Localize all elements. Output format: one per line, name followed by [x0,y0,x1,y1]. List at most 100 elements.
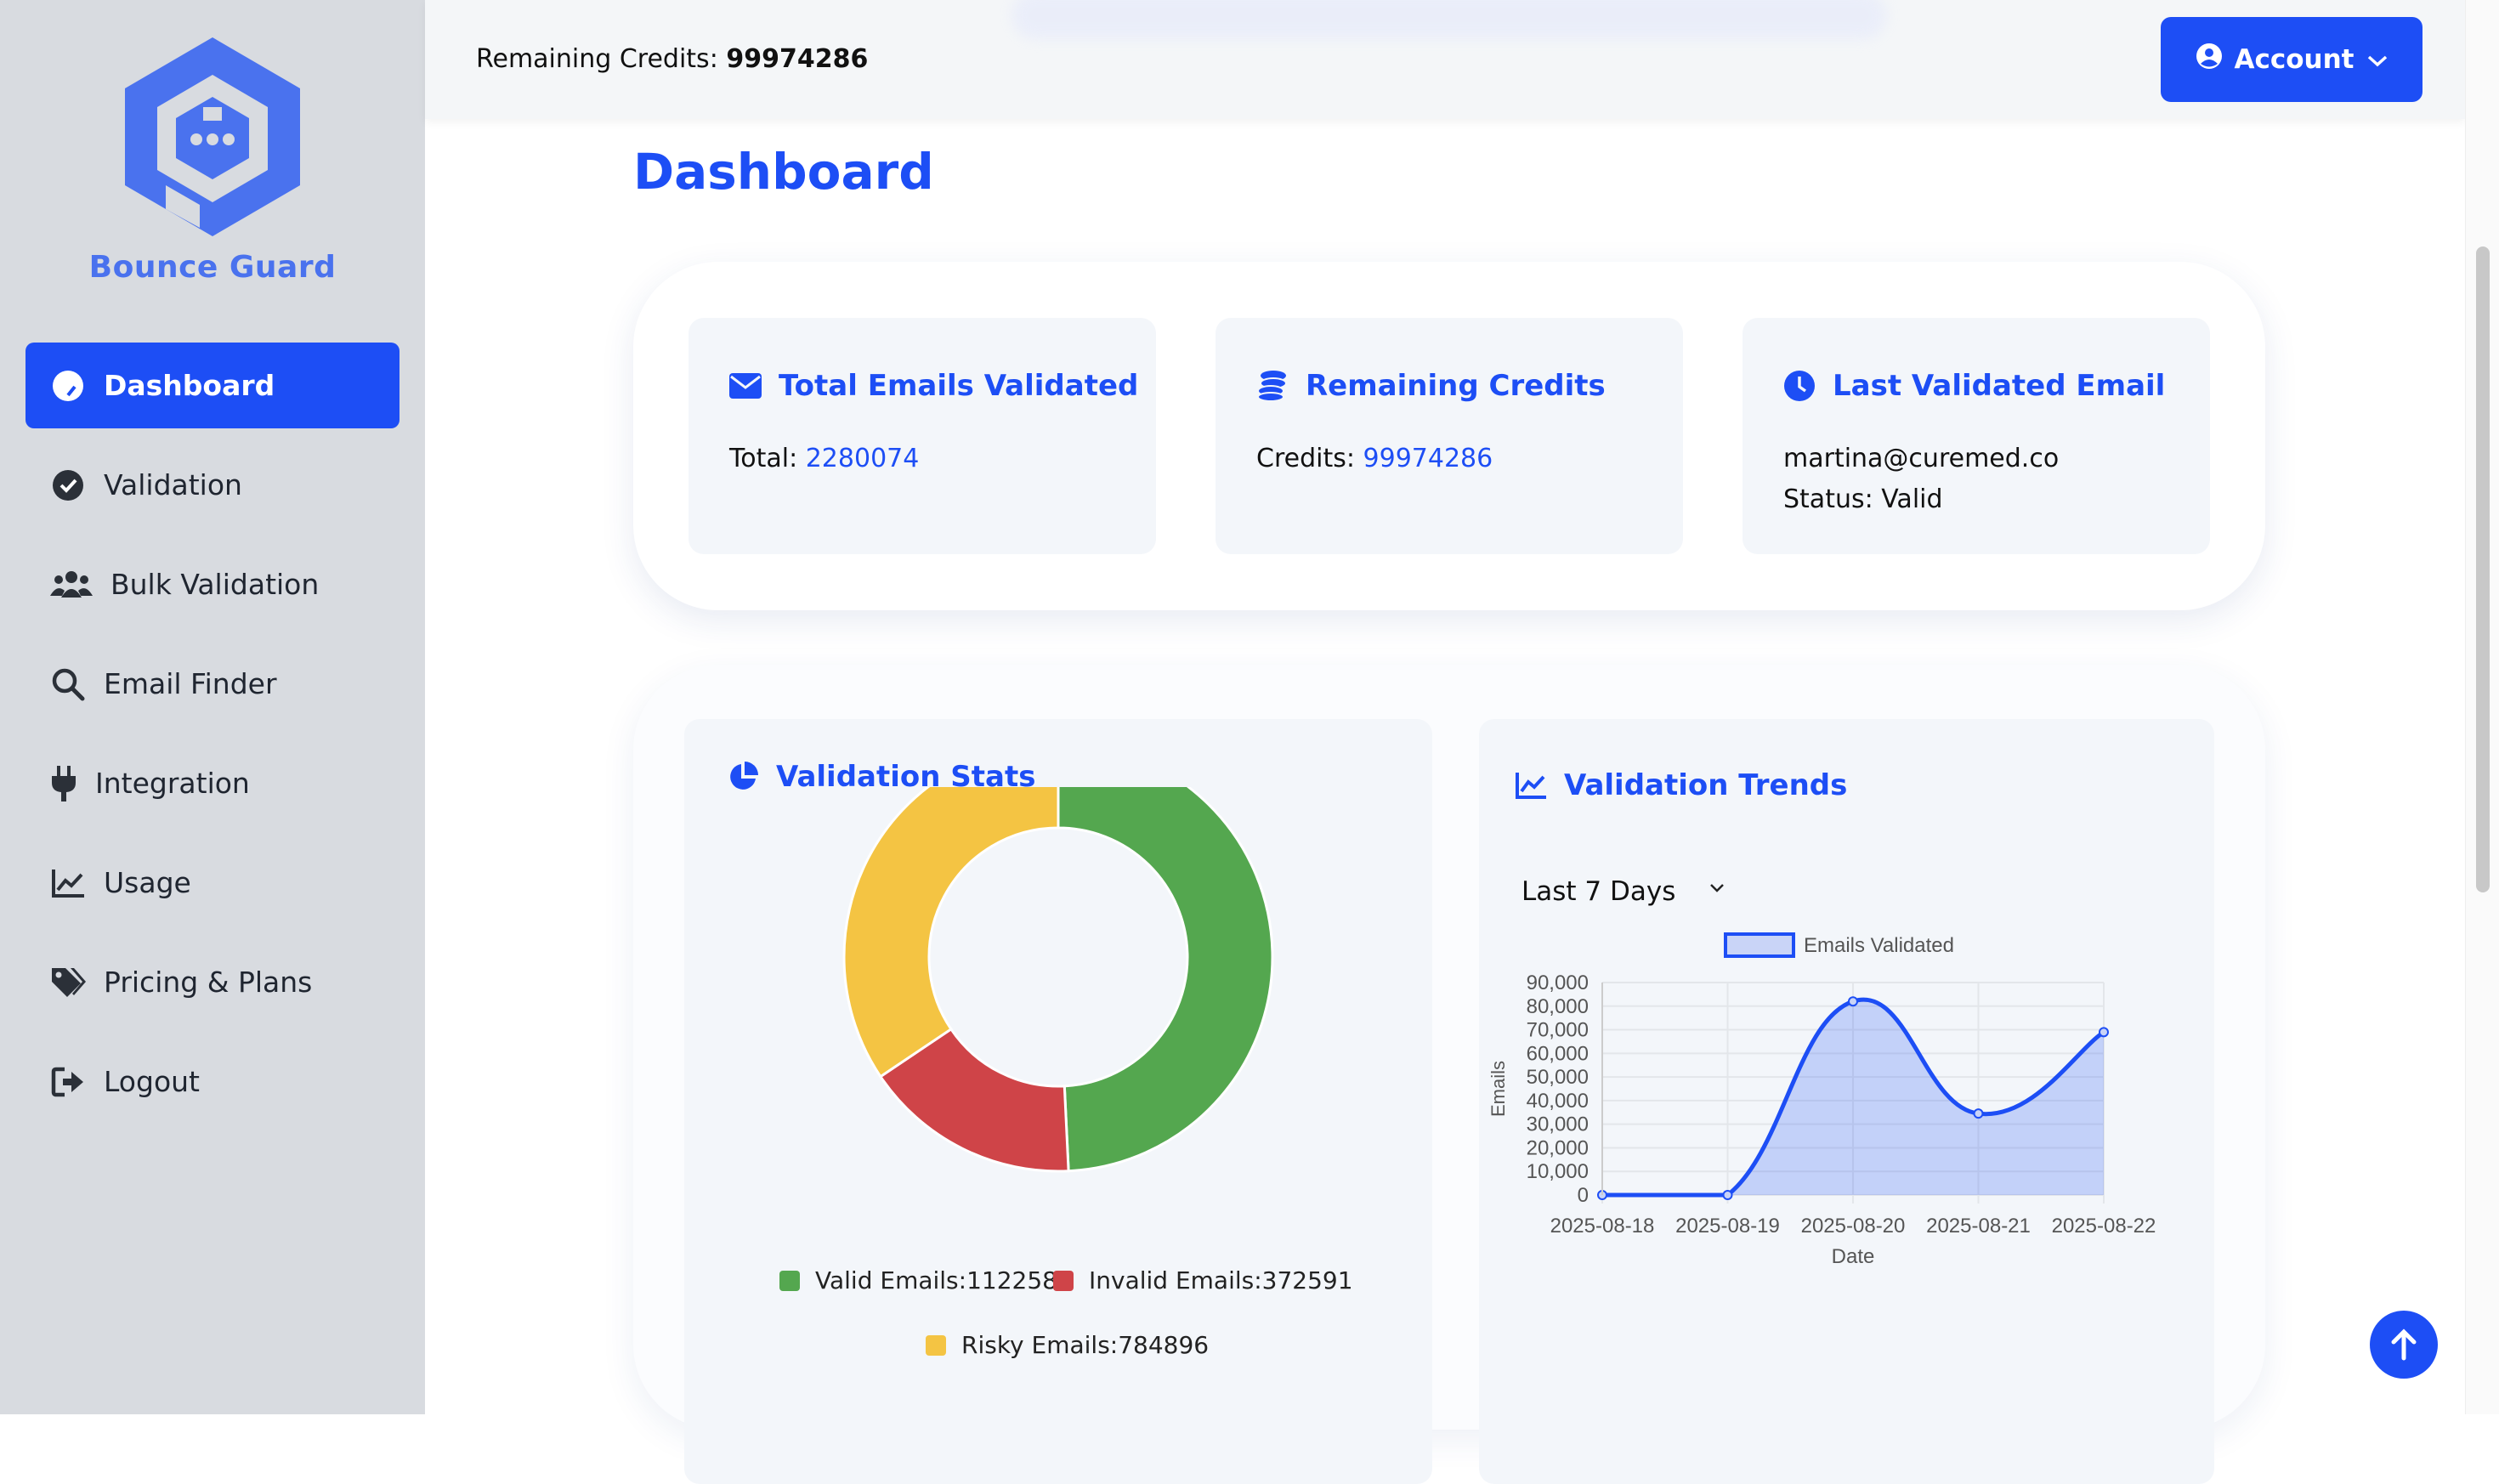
sidebar-item-usage[interactable]: Usage [26,840,400,926]
palette-icon [49,367,87,405]
sidebar-item-label: Pricing & Plans [104,966,313,999]
total-emails-box: Total Emails Validated Total: 2280074 [688,318,1156,554]
sidebar-item-label: Integration [95,767,250,800]
trend-point[interactable] [1848,996,1858,1007]
legend-risky-swatch [926,1334,946,1356]
top-credits-value: 99974286 [726,44,869,74]
y-tick-label: 80,000 [1527,995,1589,1018]
credits-label: Credits: [1256,444,1355,473]
sidebar-item-bulk-validation[interactable]: Bulk Validation [26,541,400,627]
tags-icon [49,964,87,1001]
arrow-up-icon [2391,1328,2417,1361]
plug-icon [49,765,78,802]
top-credits-label: Remaining Credits: [476,44,718,74]
coins-icon [1257,371,1287,402]
sidebar-item-logout[interactable]: Logout [26,1039,400,1124]
legend-risky[interactable]: Risky Emails:784896 [926,1331,1209,1359]
legend-invalid-label: Invalid Emails:372591 [1089,1266,1353,1294]
logout-icon [49,1063,87,1101]
stats-card: Total Emails Validated Total: 2280074 Re… [633,262,2265,610]
donut-slice-valid[interactable] [1057,787,1274,1173]
trend-legend-label: Emails Validated [1804,934,1954,957]
remaining-credits-header: Remaining Credits [1256,369,1606,403]
chevron-down-icon [2366,44,2388,75]
decorative-blur [1012,0,1887,39]
page-scrollbar[interactable] [2465,0,2499,1414]
range-select-value: Last 7 Days [1522,876,1676,907]
chevron-down-icon [1710,884,1724,892]
top-credits: Remaining Credits: 99974286 [476,44,868,74]
legend-valid[interactable]: Valid Emails:1122587 [779,1266,1073,1294]
remaining-credits-box: Remaining Credits Credits: 99974286 [1216,318,1683,554]
envelope-icon [729,373,762,399]
scroll-top-button[interactable] [2370,1311,2438,1379]
y-axis-label: Emails [1488,1061,1509,1117]
sidebar-nav: Dashboard Validation Bulk Validation Ema… [26,343,400,1138]
legend-valid-swatch [779,1270,800,1291]
y-tick-label: 40,000 [1527,1090,1589,1113]
trend-legend-swatch[interactable] [1724,932,1795,958]
total-emails-header: Total Emails Validated [729,369,1138,403]
app-logo[interactable]: Bounce Guard [0,31,425,285]
sidebar-item-label: Usage [104,866,191,899]
legend-invalid[interactable]: Invalid Emails:372591 [1053,1266,1353,1294]
last-validated-box: Last Validated Email martina@curemed.co … [1742,318,2210,554]
range-select[interactable]: Last 7 Days [1522,865,1742,918]
account-label: Account [2234,44,2354,75]
x-tick-label: 2025-08-21 [1926,1215,2031,1238]
sidebar-item-label: Email Finder [104,667,277,700]
account-button[interactable]: Account [2161,17,2422,102]
logo-hexagon-icon [125,37,300,236]
y-tick-label: 50,000 [1527,1066,1589,1089]
x-tick-label: 2025-08-19 [1675,1215,1780,1238]
scrollbar-thumb[interactable] [2476,246,2490,892]
trend-point[interactable] [2099,1027,2109,1038]
last-status: Status: Valid [1783,484,1943,514]
y-tick-label: 0 [1578,1184,1589,1207]
trend-point[interactable] [1973,1108,1984,1119]
sidebar-item-dashboard[interactable]: Dashboard [26,343,400,428]
x-tick-label: 2025-08-22 [2052,1215,2156,1238]
x-tick-label: 2025-08-18 [1550,1215,1655,1238]
validation-donut-chart [842,787,1274,1173]
x-tick-label: 2025-08-20 [1801,1215,1906,1238]
remaining-credits-title: Remaining Credits [1306,369,1606,403]
validation-trend-chart: Emails Validated 010,00020,00030,00040,00… [1488,932,2156,1268]
sidebar-item-label: Dashboard [104,369,275,402]
line-chart-icon [49,864,87,902]
search-icon [49,666,87,703]
clock-icon [1784,371,1815,401]
sidebar-item-pricing-plans[interactable]: Pricing & Plans [26,939,400,1025]
sidebar-item-label: Bulk Validation [110,568,320,601]
y-tick-label: 60,000 [1527,1042,1589,1065]
top-bar: Remaining Credits: 99974286 Account [425,0,2465,119]
credits-value: 99974286 [1363,444,1493,473]
sidebar-item-label: Logout [104,1065,200,1098]
legend-risky-label: Risky Emails:784896 [961,1331,1210,1359]
sidebar-item-validation[interactable]: Validation [26,442,400,528]
sidebar-item-integration[interactable]: Integration [26,740,400,826]
charts-card: Validation Stats Valid Emails:1122587 In… [633,665,2265,1484]
y-tick-label: 70,000 [1527,1019,1589,1042]
sidebar-item-email-finder[interactable]: Email Finder [26,641,400,727]
y-tick-label: 90,000 [1527,971,1589,994]
validation-trends-box: Validation Trends Last 7 Days Emails Val… [1479,719,2214,1484]
last-validated-title: Last Validated Email [1833,369,2166,403]
last-validated-header: Last Validated Email [1783,369,2165,403]
credits-line: Credits: 99974286 [1256,444,1493,473]
legend-invalid-swatch [1053,1270,1074,1291]
trend-point[interactable] [1722,1190,1733,1200]
y-tick-label: 10,000 [1527,1160,1589,1183]
validation-trends-header: Validation Trends [1515,768,1847,802]
trend-area [1602,1000,2104,1195]
pie-chart-icon [730,762,758,790]
total-label: Total: [729,444,798,473]
total-emails-line: Total: 2280074 [729,444,919,473]
legend-valid-label: Valid Emails:1122587 [815,1266,1073,1294]
donut-slice-risky[interactable] [842,787,1060,1079]
sidebar-item-label: Validation [104,468,242,501]
user-circle-icon [2196,42,2223,76]
total-emails-title: Total Emails Validated [779,369,1139,403]
line-chart-icon [1516,773,1546,799]
logo-text: Bounce Guard [88,250,337,285]
